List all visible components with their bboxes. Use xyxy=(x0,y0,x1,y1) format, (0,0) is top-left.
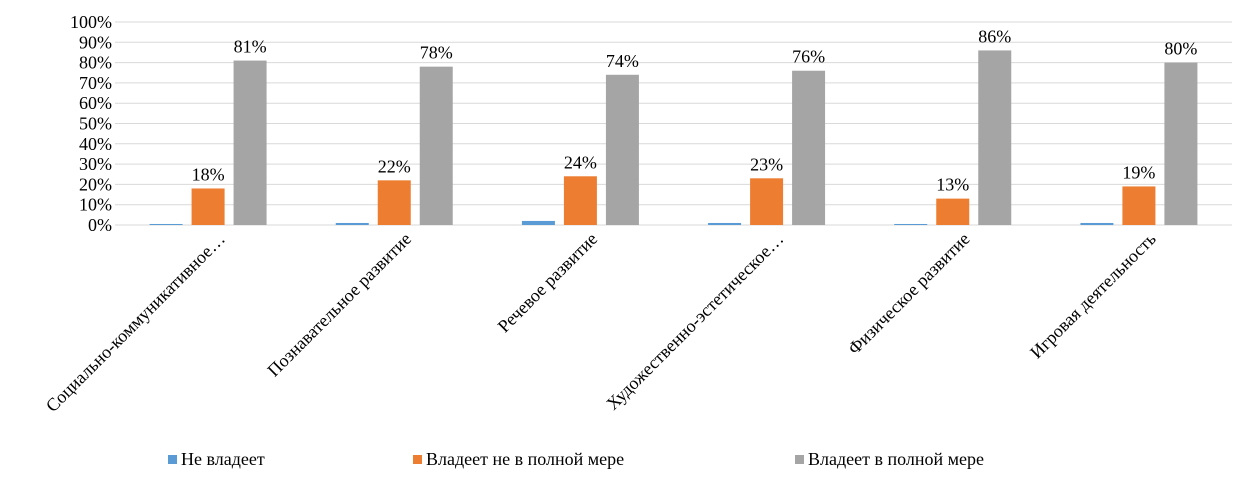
bar xyxy=(750,178,784,225)
bar xyxy=(894,223,928,225)
y-tick-label: 30% xyxy=(79,154,112,174)
bar xyxy=(419,66,453,225)
bar xyxy=(521,220,555,225)
data-label: 74% xyxy=(606,51,639,71)
x-category-label: Познавательное развитие xyxy=(263,229,415,381)
bar xyxy=(335,222,369,225)
data-label: 22% xyxy=(378,156,411,176)
gridlines xyxy=(115,21,1232,226)
x-category-label: Физическое развитие xyxy=(844,229,974,359)
data-label: 86% xyxy=(978,26,1011,46)
y-tick-label: 50% xyxy=(79,114,112,134)
x-category-label: Речевое развитие xyxy=(494,229,602,337)
bar xyxy=(708,222,742,225)
y-tick-label: 40% xyxy=(79,134,112,154)
bar xyxy=(563,176,597,225)
data-label: 81% xyxy=(234,37,267,57)
y-tick-label: 20% xyxy=(79,174,112,194)
x-category-label: Художественно-эстетическое… xyxy=(602,229,787,414)
bar xyxy=(149,223,183,225)
data-label: 19% xyxy=(1122,162,1155,182)
y-axis-tick-labels: 0%10%20%30%40%50%60%70%80%90%100% xyxy=(70,12,112,235)
bar xyxy=(936,198,970,225)
bar xyxy=(1164,62,1198,225)
legend-swatch xyxy=(795,455,804,464)
bar xyxy=(191,188,225,225)
bar xyxy=(605,74,639,225)
bar xyxy=(978,50,1012,225)
bar xyxy=(1080,222,1114,225)
y-tick-label: 0% xyxy=(88,215,112,235)
bar xyxy=(377,180,411,225)
legend: Не владеет Владеет не в полной мере Владее… xyxy=(168,449,984,469)
data-label: 18% xyxy=(192,164,225,184)
data-label: 23% xyxy=(750,154,783,174)
data-label: 24% xyxy=(564,152,597,172)
legend-swatch xyxy=(168,455,177,464)
bars xyxy=(149,50,1198,225)
x-category-label: Социально-коммуникативное… xyxy=(42,229,229,416)
legend-swatch xyxy=(413,455,422,464)
legend-label: Владеет не в полной мере xyxy=(426,449,624,469)
y-tick-label: 90% xyxy=(79,32,112,52)
x-category-label: Игровая деятельность xyxy=(1026,229,1160,363)
data-label: 78% xyxy=(420,43,453,63)
data-labels: 18% 81% 22% 78% 24% 74% 23% 76% 13% 86% 19% 80% xyxy=(192,26,1198,194)
y-tick-label: 10% xyxy=(79,195,112,215)
y-tick-label: 100% xyxy=(70,12,112,32)
x-axis-category-labels: Социально-коммуникативное… Познавательное… xyxy=(42,229,1160,416)
bar xyxy=(792,70,826,225)
y-tick-label: 70% xyxy=(79,73,112,93)
data-label: 80% xyxy=(1164,39,1197,59)
legend-label: Не владеет xyxy=(181,449,265,469)
y-tick-label: 60% xyxy=(79,93,112,113)
bar xyxy=(1122,186,1156,225)
y-tick-label: 80% xyxy=(79,53,112,73)
bar xyxy=(233,60,267,225)
data-label: 76% xyxy=(792,47,825,67)
legend-label: Владеет в полной мере xyxy=(808,449,984,469)
data-label: 13% xyxy=(936,175,969,195)
